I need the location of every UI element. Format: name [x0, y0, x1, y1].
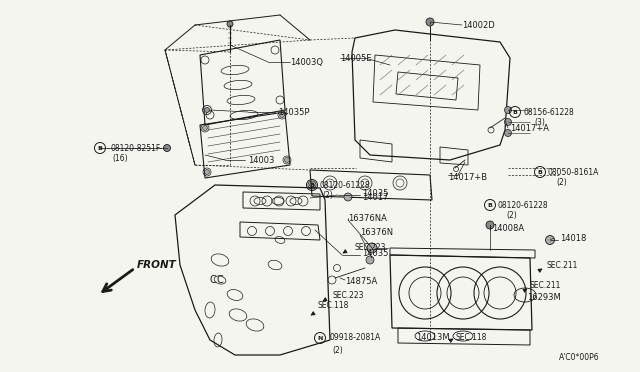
Text: N: N: [317, 336, 323, 340]
Text: 14013M: 14013M: [416, 334, 450, 343]
Text: 16376N: 16376N: [360, 228, 393, 237]
Circle shape: [426, 18, 434, 26]
Text: (2): (2): [332, 346, 343, 355]
Text: 14003Q: 14003Q: [290, 58, 323, 67]
Text: SEC.118: SEC.118: [456, 334, 488, 343]
Text: B: B: [513, 109, 517, 115]
Text: 14035P: 14035P: [278, 108, 310, 116]
Circle shape: [163, 144, 170, 151]
Text: 14035: 14035: [362, 189, 388, 198]
Circle shape: [227, 21, 233, 27]
Text: SEC.211: SEC.211: [547, 260, 579, 269]
Circle shape: [367, 243, 377, 253]
Circle shape: [280, 112, 285, 118]
Text: (16): (16): [112, 154, 127, 163]
Circle shape: [504, 119, 511, 125]
Text: C: C: [210, 275, 216, 285]
Text: 08120-61228: 08120-61228: [320, 180, 371, 189]
Text: 08120-61228: 08120-61228: [498, 201, 548, 209]
Text: B: B: [488, 202, 492, 208]
Text: 14002D: 14002D: [462, 20, 495, 29]
Circle shape: [545, 235, 554, 244]
Circle shape: [366, 256, 374, 264]
Text: B: B: [310, 183, 314, 187]
Text: C: C: [216, 275, 223, 285]
Text: 14003: 14003: [248, 155, 275, 164]
Text: 16293M: 16293M: [527, 294, 561, 302]
Text: 14005E: 14005E: [340, 54, 371, 62]
Circle shape: [285, 157, 289, 163]
Circle shape: [205, 108, 209, 112]
Text: SEC.223: SEC.223: [333, 292, 365, 301]
Circle shape: [504, 106, 511, 113]
Text: (3): (3): [534, 118, 545, 126]
Text: 14017+B: 14017+B: [448, 173, 487, 182]
Text: 14035: 14035: [362, 248, 388, 257]
Text: 14018: 14018: [560, 234, 586, 243]
Text: (2): (2): [506, 211, 516, 219]
Circle shape: [344, 193, 352, 201]
Text: SEC.223: SEC.223: [355, 243, 387, 251]
Text: 09918-2081A: 09918-2081A: [330, 334, 381, 343]
Circle shape: [486, 221, 494, 229]
Text: 08120-8251F: 08120-8251F: [110, 144, 160, 153]
Circle shape: [202, 125, 207, 131]
Text: 14017+A: 14017+A: [510, 124, 549, 132]
Circle shape: [504, 129, 511, 137]
Text: 14875A: 14875A: [345, 278, 377, 286]
Text: 14008A: 14008A: [492, 224, 524, 232]
Text: SEC.211: SEC.211: [530, 282, 561, 291]
Text: SEC.118: SEC.118: [318, 301, 349, 311]
Text: 08050-8161A: 08050-8161A: [548, 167, 600, 176]
Text: B: B: [97, 145, 102, 151]
Circle shape: [310, 183, 314, 187]
Text: FRONT: FRONT: [137, 260, 177, 270]
Text: B: B: [538, 170, 543, 174]
Text: 14017: 14017: [362, 192, 388, 202]
Text: (2): (2): [556, 177, 567, 186]
Text: (2): (2): [322, 190, 333, 199]
Text: 16376NA: 16376NA: [348, 214, 387, 222]
Text: A'C0*00P6: A'C0*00P6: [559, 353, 600, 362]
Circle shape: [205, 170, 209, 174]
Text: 08156-61228: 08156-61228: [524, 108, 575, 116]
